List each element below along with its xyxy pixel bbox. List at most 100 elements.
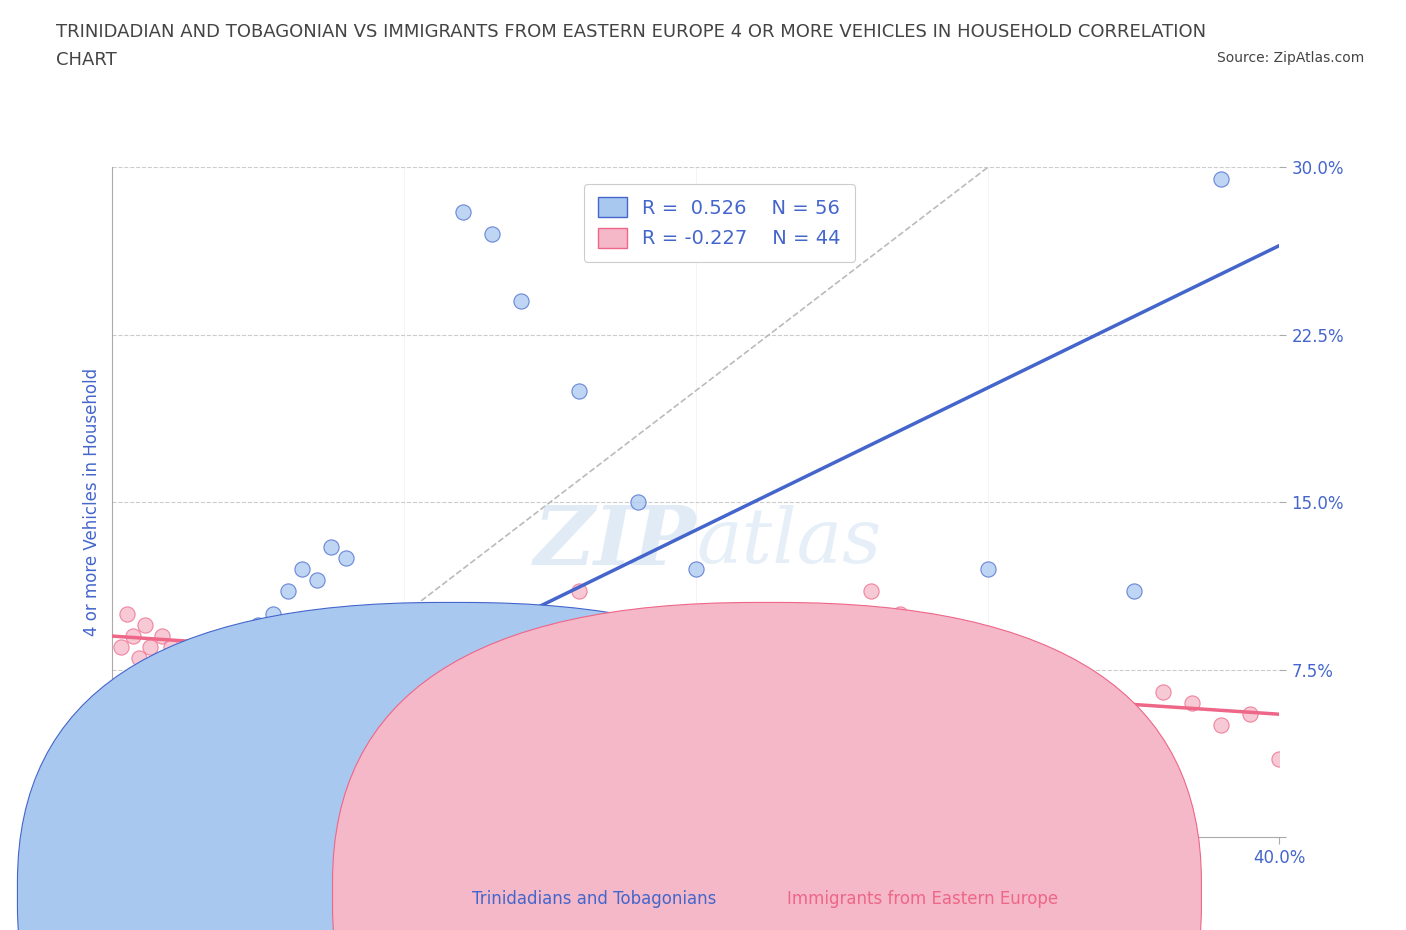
Point [177,673,200,688]
Text: TRINIDADIAN AND TOBAGONIAN VS IMMIGRANTS FROM EASTERN EUROPE 4 OR MORE VEHICLES : TRINIDADIAN AND TOBAGONIAN VS IMMIGRANTS… [56,23,1206,41]
Text: Immigrants from Eastern Europe: Immigrants from Eastern Europe [787,890,1057,909]
Point [188,640,211,655]
Point [153,684,176,699]
Point [145,662,167,677]
Point [932,673,955,688]
Point [150,696,173,711]
Point [1122,584,1144,599]
Point [758,662,780,677]
Point [131,696,153,711]
Point [232,640,254,655]
Point [976,684,998,699]
Point [122,729,145,744]
Point [1064,673,1087,688]
Point [163,696,186,711]
Point [612,629,634,644]
Point [1209,718,1232,733]
Point [212,673,235,688]
Point [118,684,141,699]
Point [247,618,270,632]
Point [128,651,150,666]
Point [364,662,387,677]
Point [538,651,561,666]
Point [1152,684,1174,699]
Legend: R =  0.526    N = 56, R = -0.227    N = 44: R = 0.526 N = 56, R = -0.227 N = 44 [583,184,855,262]
Point [685,673,707,688]
Point [156,707,179,722]
Point [422,640,444,655]
Point [160,673,183,688]
Point [262,606,284,621]
Point [122,629,145,644]
Point [201,662,224,677]
Point [742,629,765,644]
Point [139,684,162,699]
Point [392,662,416,677]
Text: Source: ZipAtlas.com: Source: ZipAtlas.com [1216,51,1364,65]
Point [918,640,941,655]
Point [859,629,883,644]
Point [112,707,135,722]
Point [801,618,824,632]
Text: Trinidadians and Tobagonians: Trinidadians and Tobagonians [471,890,716,909]
Point [148,673,170,688]
Text: ZIP: ZIP [533,502,696,582]
Point [180,696,202,711]
Point [321,539,343,554]
Point [1108,696,1130,711]
Point [889,606,911,621]
Point [145,696,167,711]
Point [1005,696,1028,711]
Point [169,684,191,699]
Point [160,640,183,655]
Point [495,673,517,688]
Point [218,629,240,644]
Point [134,618,156,632]
Point [1268,751,1291,766]
Point [655,662,678,677]
Point [139,640,162,655]
Point [207,640,229,655]
Point [174,651,197,666]
Point [183,662,205,677]
Point [364,606,387,621]
Point [509,294,531,309]
Point [180,651,202,666]
Point [186,684,208,699]
Point [685,562,707,577]
Point [242,629,264,644]
Point [1021,662,1043,677]
Point [1239,707,1261,722]
Point [224,651,246,666]
Point [276,584,298,599]
Point [188,673,211,688]
Y-axis label: 4 or more Vehicles in Household: 4 or more Vehicles in Household [83,368,101,636]
Point [204,662,226,677]
Point [1209,171,1232,186]
Point [481,227,503,242]
Point [128,673,150,688]
Point [626,495,648,510]
Point [976,562,998,577]
Point [276,618,298,632]
Point [801,673,824,688]
Point [568,383,591,398]
Point [194,651,217,666]
Point [451,662,474,677]
Point [859,584,883,599]
Point [1035,662,1057,677]
Text: CHART: CHART [56,51,117,69]
Text: atlas: atlas [696,505,882,579]
Point [115,606,138,621]
Point [451,205,474,219]
Point [166,662,188,677]
Point [134,740,156,755]
Point [392,651,416,666]
Point [218,662,240,677]
Point [845,640,868,655]
Point [1181,696,1204,711]
Point [728,651,751,666]
Point [335,551,357,565]
Point [169,662,191,677]
Point [247,640,270,655]
